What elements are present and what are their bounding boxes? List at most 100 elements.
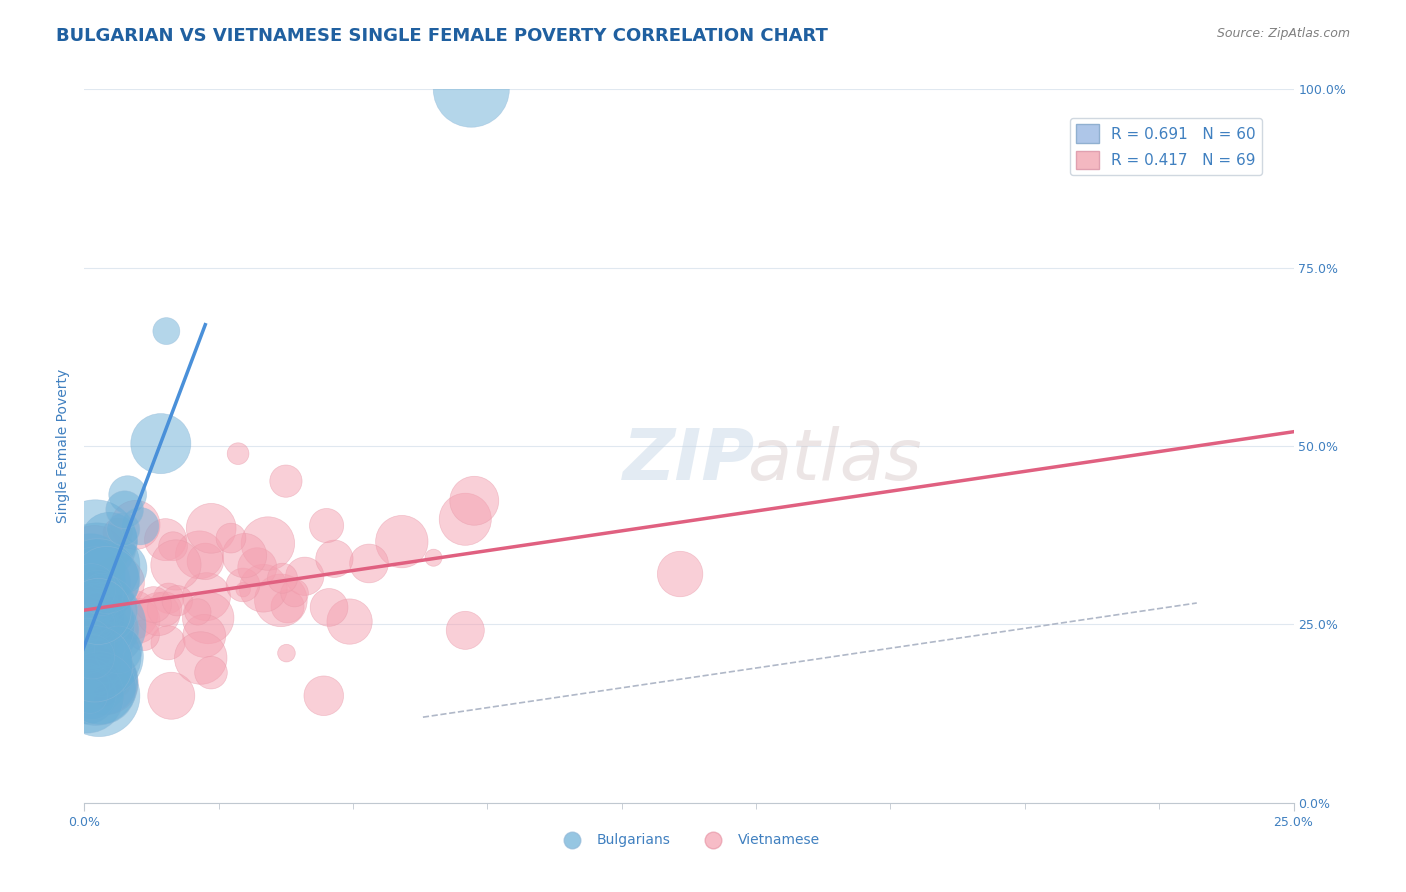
Bulgarians <box>117 488 139 502</box>
Vietnamese <box>197 611 219 625</box>
Vietnamese <box>246 560 269 574</box>
Text: atlas: atlas <box>747 425 921 495</box>
Bulgarians <box>79 605 101 619</box>
Vietnamese <box>252 581 274 595</box>
Vietnamese <box>75 584 97 599</box>
Vietnamese <box>271 571 294 585</box>
Bulgarians <box>89 566 111 581</box>
Vietnamese <box>193 629 215 643</box>
Bulgarians <box>76 689 98 703</box>
Bulgarians <box>84 675 107 690</box>
Text: BULGARIAN VS VIETNAMESE SINGLE FEMALE POVERTY CORRELATION CHART: BULGARIAN VS VIETNAMESE SINGLE FEMALE PO… <box>56 27 828 45</box>
Bulgarians <box>98 533 121 548</box>
Vietnamese <box>157 591 180 606</box>
Bulgarians <box>112 522 135 536</box>
Bulgarians <box>110 561 132 575</box>
Vietnamese <box>283 586 305 600</box>
Vietnamese <box>87 624 110 639</box>
Bulgarians <box>82 630 104 644</box>
Bulgarians <box>83 657 105 671</box>
Bulgarians <box>87 604 110 618</box>
Vietnamese <box>107 575 129 590</box>
Vietnamese <box>187 605 209 619</box>
Vietnamese <box>339 615 361 629</box>
Vietnamese <box>669 567 692 582</box>
Bulgarians <box>98 596 121 610</box>
Vietnamese <box>312 689 335 703</box>
Bulgarians <box>80 663 103 677</box>
Vietnamese <box>86 637 108 651</box>
Bulgarians <box>129 519 152 533</box>
Bulgarians <box>77 689 100 703</box>
Vietnamese <box>391 534 413 549</box>
Bulgarians <box>80 560 103 574</box>
Bulgarians <box>79 575 101 590</box>
Bulgarians <box>93 618 115 632</box>
Vietnamese <box>86 623 108 637</box>
Vietnamese <box>274 474 297 488</box>
Vietnamese <box>195 590 218 604</box>
Vietnamese <box>157 636 180 650</box>
Vietnamese <box>165 558 187 572</box>
Vietnamese <box>160 689 183 703</box>
Bulgarians <box>107 643 129 657</box>
Vietnamese <box>200 665 222 680</box>
Vietnamese <box>100 689 122 703</box>
Vietnamese <box>323 551 346 566</box>
Bulgarians <box>80 648 103 663</box>
Bulgarians <box>84 575 107 590</box>
Legend: Bulgarians, Vietnamese: Bulgarians, Vietnamese <box>553 828 825 853</box>
Vietnamese <box>315 518 337 533</box>
Vietnamese <box>93 689 115 703</box>
Bulgarians <box>96 650 118 665</box>
Vietnamese <box>318 600 340 615</box>
Vietnamese <box>77 622 100 636</box>
Vietnamese <box>357 557 380 571</box>
Vietnamese <box>422 550 444 565</box>
Bulgarians <box>87 573 110 587</box>
Bulgarians <box>155 324 177 338</box>
Vietnamese <box>190 651 212 665</box>
Bulgarians <box>80 617 103 632</box>
Vietnamese <box>454 624 477 638</box>
Bulgarians <box>86 589 108 603</box>
Bulgarians <box>91 673 114 688</box>
Text: ZIP: ZIP <box>623 425 755 495</box>
Bulgarians <box>98 623 121 637</box>
Bulgarians <box>91 587 114 601</box>
Vietnamese <box>226 447 249 461</box>
Vietnamese <box>132 628 155 642</box>
Bulgarians <box>83 641 105 656</box>
Vietnamese <box>153 602 176 616</box>
Bulgarians <box>84 674 107 689</box>
Bulgarians <box>82 558 104 573</box>
Vietnamese <box>94 675 117 690</box>
Vietnamese <box>77 615 100 630</box>
Bulgarians <box>97 621 120 635</box>
Vietnamese <box>294 569 316 583</box>
Bulgarians <box>75 680 97 694</box>
Vietnamese <box>107 525 129 540</box>
Bulgarians <box>91 649 114 664</box>
Bulgarians <box>149 436 172 450</box>
Bulgarians <box>77 593 100 607</box>
Bulgarians <box>79 689 101 703</box>
Vietnamese <box>148 607 170 621</box>
Vietnamese <box>127 614 149 628</box>
Bulgarians <box>76 639 98 653</box>
Bulgarians <box>89 681 111 696</box>
Vietnamese <box>188 548 211 562</box>
Bulgarians <box>80 688 103 702</box>
Bulgarians <box>84 616 107 631</box>
Bulgarians <box>87 616 110 631</box>
Vietnamese <box>463 493 485 508</box>
Vietnamese <box>91 607 114 621</box>
Bulgarians <box>84 591 107 605</box>
Vietnamese <box>83 550 105 565</box>
Vietnamese <box>162 539 184 553</box>
Vietnamese <box>91 658 114 673</box>
Vietnamese <box>219 531 242 545</box>
Vietnamese <box>124 518 146 533</box>
Bulgarians <box>96 573 118 587</box>
Bulgarians <box>98 620 121 634</box>
